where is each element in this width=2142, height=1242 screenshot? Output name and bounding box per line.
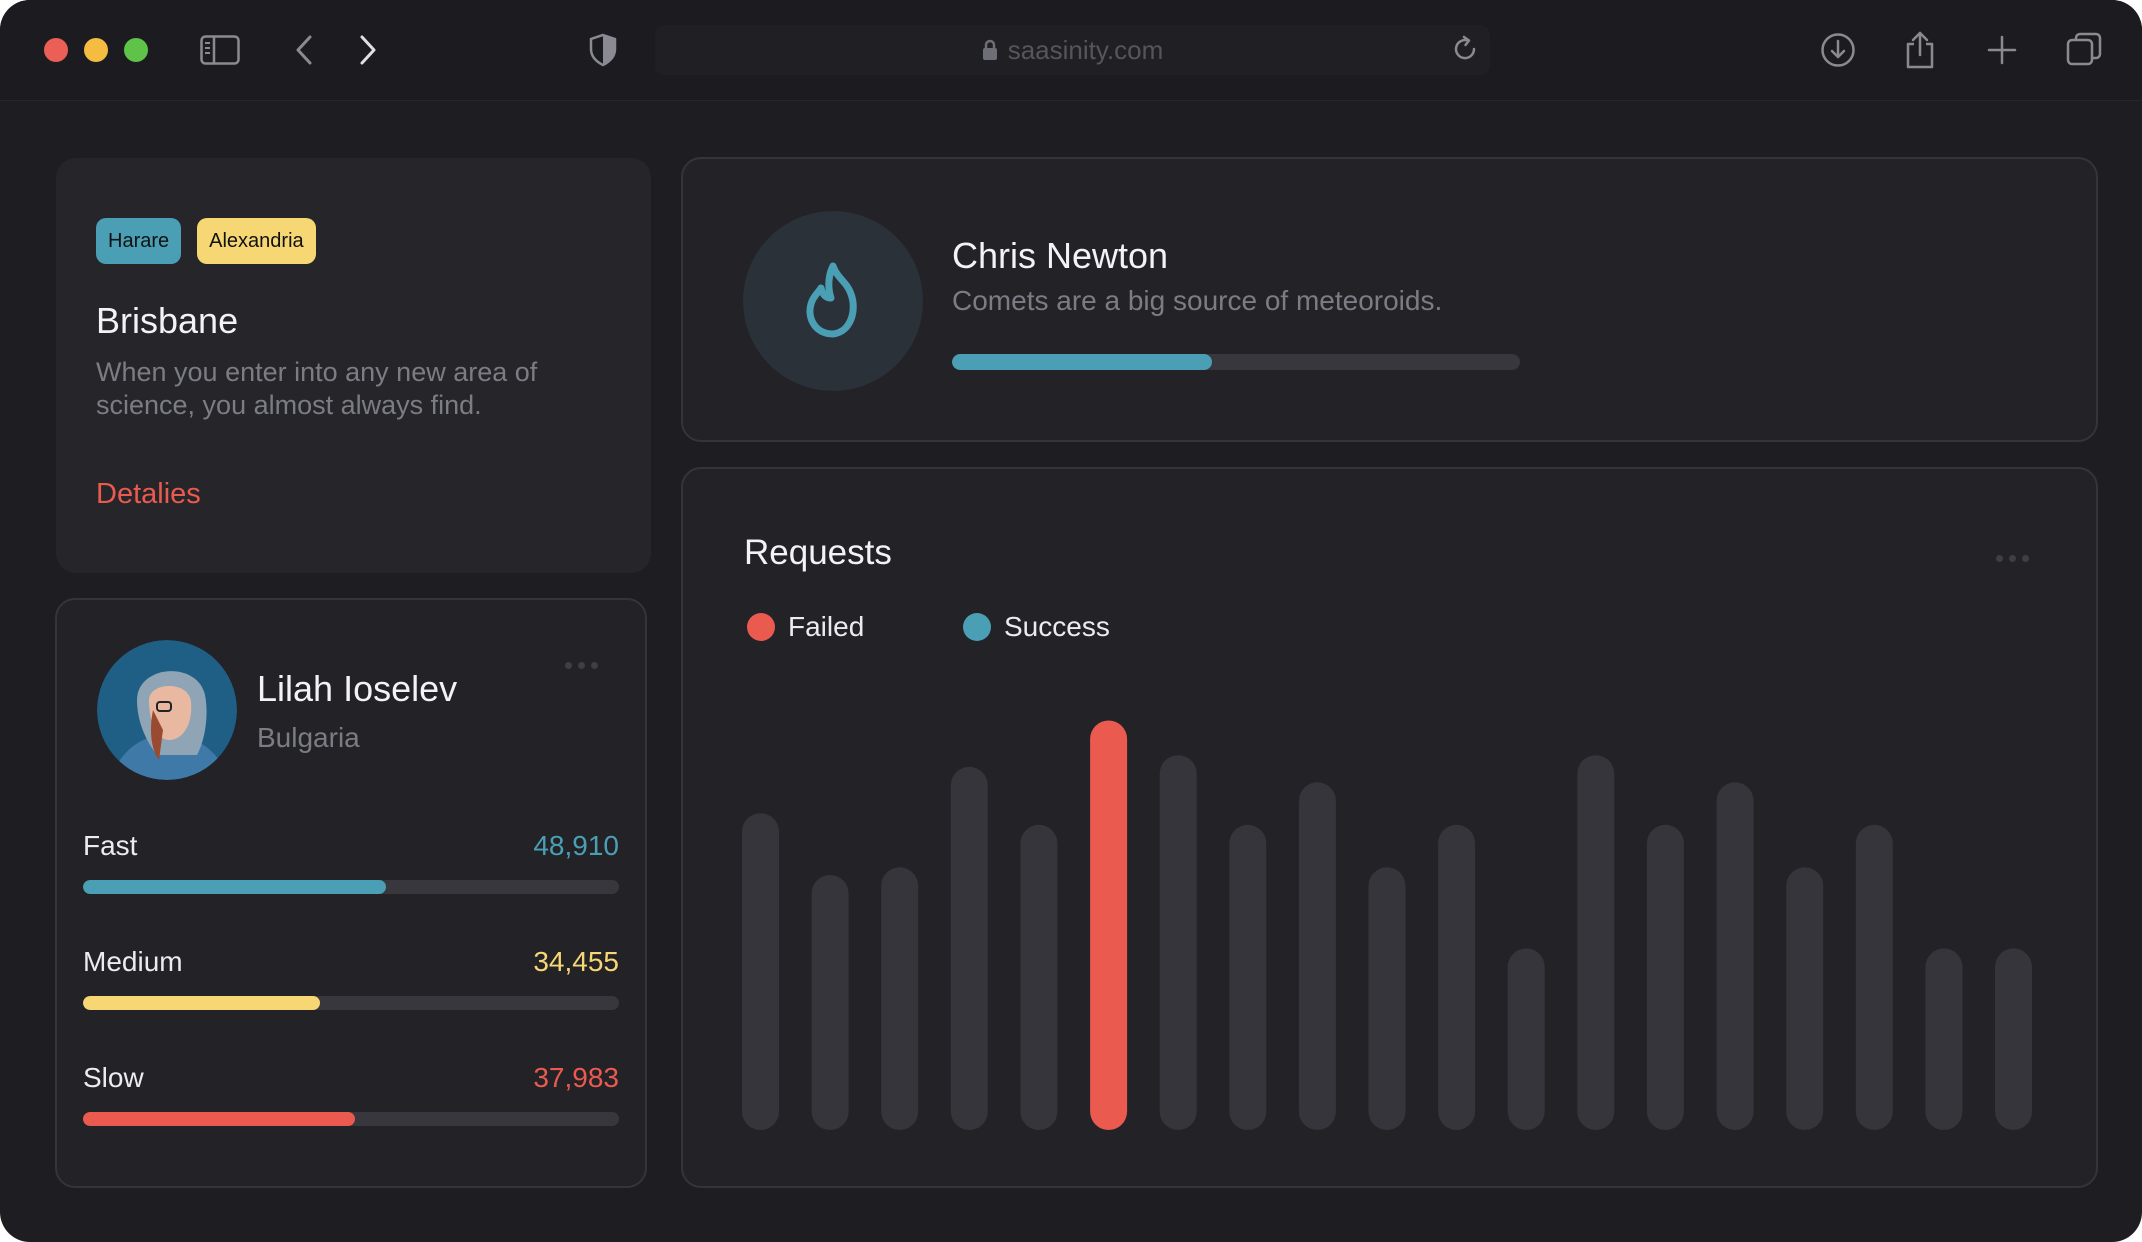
chart-bar-7	[1159, 755, 1197, 1130]
stat-fast-label: Fast	[83, 830, 138, 861]
chart-bar-4	[950, 766, 988, 1130]
city-card: Harare Alexandria Brisbane When you ente…	[56, 158, 651, 573]
chart-bar-12	[1507, 948, 1545, 1130]
privacy-shield-icon[interactable]	[583, 30, 623, 70]
tag-alexandria[interactable]: Alexandria	[197, 218, 316, 264]
share-icon[interactable]	[1900, 30, 1940, 70]
lock-icon	[982, 39, 997, 60]
minimize-window-button[interactable]	[84, 38, 108, 62]
chart-bar-8	[1229, 824, 1267, 1130]
profile-card: Lilah Ioselev Bulgaria Fast 48,910 Mediu…	[55, 598, 647, 1188]
user-subtitle: Comets are a big source of meteoroids.	[952, 285, 1443, 316]
city-title: Brisbane	[96, 300, 239, 341]
stat-slow-label: Slow	[83, 1062, 144, 1093]
flame-badge	[743, 211, 923, 391]
chart-bar-19	[1995, 948, 2032, 1130]
new-tab-icon[interactable]	[1982, 30, 2022, 70]
user-progress-fill	[952, 354, 1213, 370]
chart-bar-5	[1020, 824, 1058, 1130]
stat-medium-label: Medium	[83, 946, 183, 977]
chart-bar-15	[1716, 782, 1754, 1130]
chart-bar-18	[1925, 948, 1963, 1130]
stat-slow-fill	[83, 1112, 355, 1126]
chart-bar-10	[1368, 867, 1406, 1130]
chart-bar-14	[1646, 824, 1684, 1130]
details-link[interactable]: Detalies	[96, 478, 201, 510]
forward-icon[interactable]	[348, 30, 388, 70]
stat-fast-value: 48,910	[533, 830, 619, 861]
browser-toolbar: saasinity.com	[0, 0, 2142, 101]
stat-medium-bar	[83, 996, 619, 1010]
stat-fast-fill	[83, 880, 386, 894]
stat-medium-value: 34,455	[533, 946, 619, 977]
requests-more-icon[interactable]	[1996, 555, 2029, 562]
legend-success-dot	[963, 613, 991, 641]
city-description: When you enter into any new area of scie…	[96, 357, 538, 420]
chart-bar-3	[881, 867, 919, 1130]
tag-harare[interactable]: Harare	[96, 218, 182, 264]
profile-name: Lilah Ioselev	[257, 668, 458, 709]
chart-bar-6	[1090, 720, 1128, 1130]
legend-success-label: Success	[1004, 611, 1110, 642]
sidebar-toggle-icon[interactable]	[198, 30, 242, 70]
user-progress-bar	[952, 354, 1520, 370]
tag-list: Harare Alexandria	[96, 218, 332, 264]
chart-bar-1	[742, 813, 779, 1130]
stat-medium-fill	[83, 996, 321, 1010]
chart-bar-16	[1786, 867, 1824, 1130]
flame-icon	[806, 262, 857, 338]
close-window-button[interactable]	[44, 38, 68, 62]
chart-bar-9	[1298, 782, 1336, 1130]
stat-slow-value: 37,983	[533, 1062, 619, 1093]
user-name: Chris Newton	[952, 235, 1169, 276]
back-icon[interactable]	[284, 30, 324, 70]
chart-bar-17	[1855, 824, 1893, 1130]
reload-icon[interactable]	[1450, 34, 1480, 69]
avatar	[97, 640, 237, 780]
address-bar[interactable]: saasinity.com	[655, 25, 1490, 75]
chart-bar-11	[1438, 824, 1476, 1130]
profile-more-icon[interactable]	[565, 662, 598, 669]
requests-bar-chart	[742, 720, 2032, 1130]
zoom-window-button[interactable]	[124, 38, 148, 62]
stat-fast-bar	[83, 880, 619, 894]
legend-failed-dot	[747, 613, 775, 641]
legend-failed-label: Failed	[788, 611, 865, 642]
user-card: Chris Newton Comets are a big source of …	[681, 157, 2098, 442]
download-icon[interactable]	[1818, 30, 1858, 70]
url-text: saasinity.com	[1007, 34, 1164, 65]
chart-bar-2	[811, 875, 849, 1130]
profile-country: Bulgaria	[257, 722, 360, 753]
requests-title: Requests	[744, 533, 892, 572]
chart-bar-13	[1577, 755, 1615, 1130]
stat-slow-bar	[83, 1112, 619, 1126]
tab-overview-icon[interactable]	[2064, 30, 2104, 70]
